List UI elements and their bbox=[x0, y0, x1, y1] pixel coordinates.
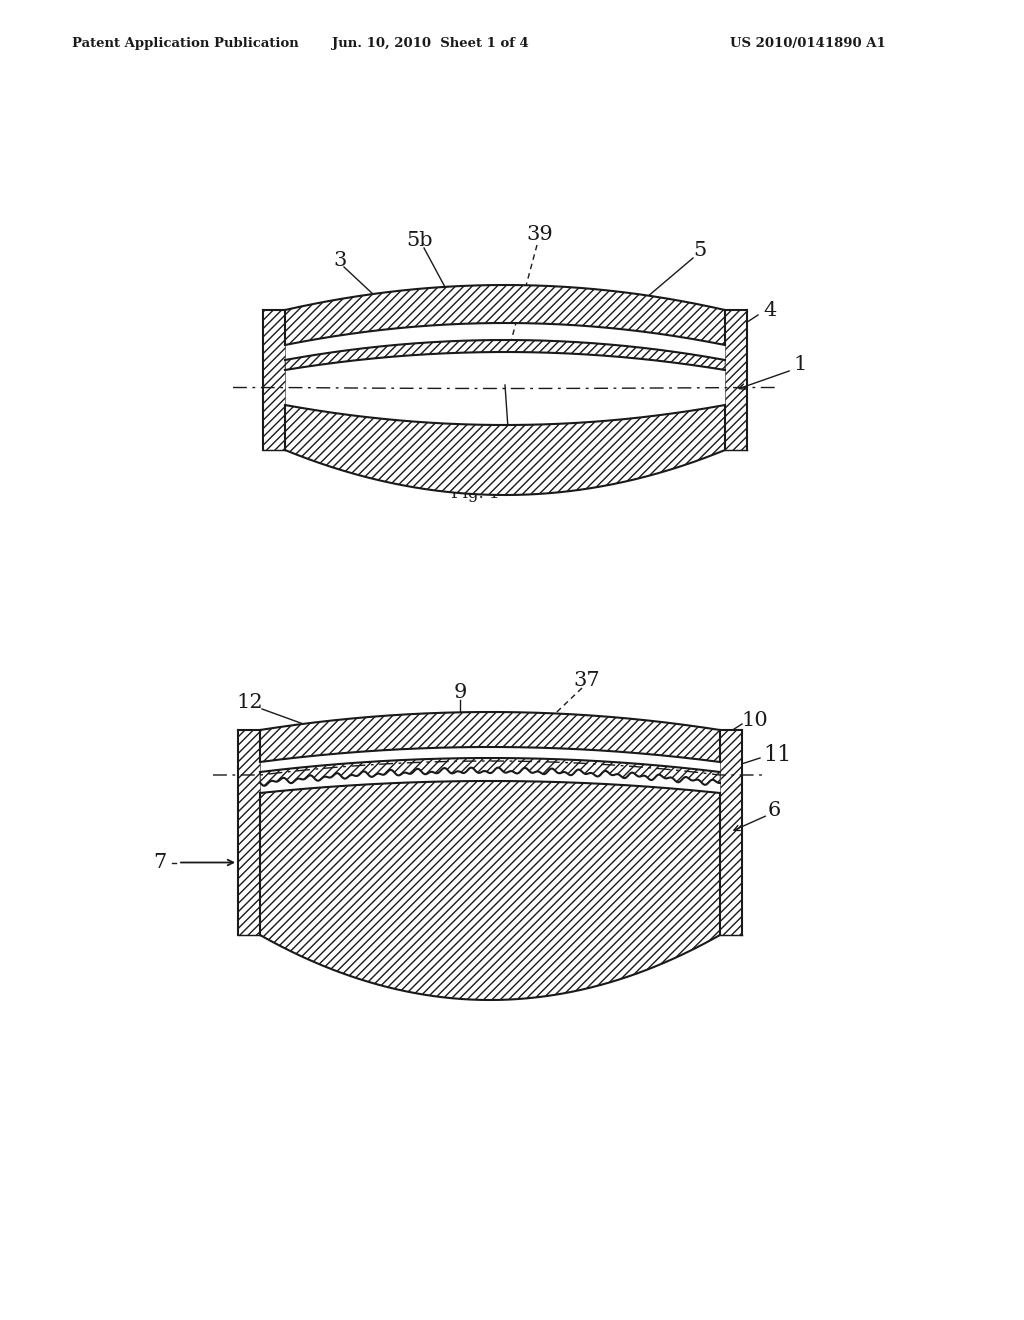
Text: 2: 2 bbox=[289, 425, 302, 445]
Text: Patent Application Publication: Patent Application Publication bbox=[72, 37, 299, 50]
Text: 3: 3 bbox=[334, 251, 347, 269]
Text: 6: 6 bbox=[768, 800, 781, 820]
Text: 11: 11 bbox=[763, 744, 792, 766]
Text: 8: 8 bbox=[388, 953, 401, 972]
Text: US 2010/0141890 A1: US 2010/0141890 A1 bbox=[730, 37, 886, 50]
Text: 7: 7 bbox=[154, 853, 167, 873]
Text: 10: 10 bbox=[741, 710, 768, 730]
Polygon shape bbox=[260, 758, 720, 785]
Text: 5a: 5a bbox=[498, 455, 523, 474]
Polygon shape bbox=[720, 730, 742, 935]
Text: 4: 4 bbox=[763, 301, 776, 319]
Polygon shape bbox=[725, 310, 746, 450]
Polygon shape bbox=[285, 285, 725, 345]
Text: 1: 1 bbox=[794, 355, 807, 375]
Polygon shape bbox=[260, 781, 720, 1001]
Polygon shape bbox=[285, 341, 725, 370]
Text: 9: 9 bbox=[454, 682, 467, 701]
Text: Fig. 1: Fig. 1 bbox=[451, 484, 500, 502]
Text: 12: 12 bbox=[237, 693, 263, 711]
Polygon shape bbox=[285, 405, 725, 495]
Text: 5b: 5b bbox=[407, 231, 433, 249]
Text: 37: 37 bbox=[573, 671, 600, 689]
Text: 5: 5 bbox=[693, 240, 707, 260]
Text: Fig. 2: Fig. 2 bbox=[445, 960, 495, 977]
Polygon shape bbox=[238, 730, 260, 935]
Polygon shape bbox=[263, 310, 285, 450]
Polygon shape bbox=[260, 711, 720, 762]
Text: Jun. 10, 2010  Sheet 1 of 4: Jun. 10, 2010 Sheet 1 of 4 bbox=[332, 37, 528, 50]
Text: 39: 39 bbox=[526, 226, 553, 244]
